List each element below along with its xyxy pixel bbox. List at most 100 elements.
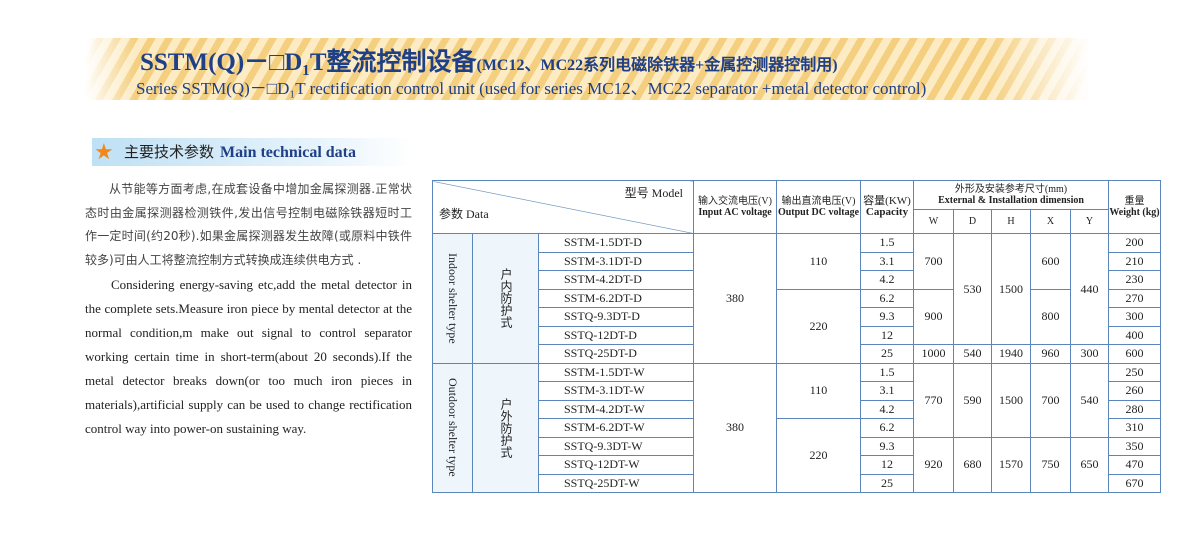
dimension-d: 590: [953, 362, 992, 438]
weight: 310: [1108, 418, 1161, 438]
weight: 210: [1108, 251, 1161, 271]
header-row: 型号 Model 参数 Data 输入交流电压(V) Input AC voltage…: [432, 179, 1161, 234]
output-header: 输出直流电压(V) Output DC voltage: [776, 180, 861, 234]
model: SSTM-6.2DT-D: [538, 288, 694, 308]
corner-cell: 型号 Model 参数 Data: [432, 180, 694, 234]
data-row: Indoor shelter type 户内防护式 SSTM-1.5DT-D 380 1…: [432, 233, 1161, 364]
capacity: 3.1: [860, 381, 914, 401]
dimension-y: 440: [1070, 233, 1109, 345]
dimension-header-en: External & Installation dimension: [938, 195, 1084, 207]
dimension-column: D: [953, 209, 992, 234]
title-main: SSTM(Q)－□D₁T整流控制设备: [140, 49, 477, 76]
output-voltage: 220: [776, 418, 861, 493]
corner-data: 参数 Data: [439, 207, 489, 221]
weight: 400: [1108, 325, 1161, 345]
input-header-cn: 输入交流电压(V): [698, 196, 772, 207]
capacity: 1.5: [860, 362, 914, 382]
dimension-d: 680: [953, 436, 992, 493]
dimension-w: 1000: [913, 344, 954, 364]
dimension-column: Y: [1070, 209, 1109, 234]
capacity: 4.2: [860, 399, 914, 419]
title: SSTM(Q)－□D₁T整流控制设备(MC12、MC22系列电磁除铁器+金属控测…: [140, 42, 838, 78]
intro: 从节能等方面考虑,在成套设备中增加金属探测器.正常状态时由金属探测器检测铁件,发…: [85, 178, 412, 441]
data-row: SSTQ-12DT-D 12 400: [433, 325, 1161, 345]
capacity: 25: [860, 473, 914, 493]
dimension-x: 750: [1030, 436, 1071, 493]
dimension-y: 300: [1070, 344, 1109, 364]
output-voltage: 110: [776, 362, 861, 419]
group-label-en: Outdoor shelter type: [432, 362, 473, 493]
weight: 470: [1108, 455, 1161, 475]
model: SSTQ-9.3DT-D: [538, 307, 694, 327]
data-row: Outdoor shelter type 户外防护式 SSTM-1.5DT-W 380…: [432, 362, 1161, 493]
weight: 350: [1108, 436, 1161, 456]
dimension-x: 700: [1030, 362, 1071, 438]
data-row: SSTM-4.2DT-D 4.2 230: [433, 270, 1161, 290]
model: SSTQ-12DT-W: [538, 455, 694, 475]
model: SSTM-4.2DT-D: [538, 270, 694, 290]
capacity-header-en: Capacity: [865, 206, 909, 218]
input-voltage: 380: [693, 233, 777, 364]
model: SSTQ-25DT-W: [538, 473, 694, 493]
model: SSTM-3.1DT-D: [538, 251, 694, 271]
model: SSTM-1.5DT-D: [538, 233, 694, 253]
dimension-header-cn: 外形及安装参考尺寸(mm): [954, 184, 1068, 196]
data-row: SSTM-4.2DT-W 4.2 280: [433, 399, 1161, 419]
capacity: 6.2: [860, 418, 914, 438]
weight: 250: [1108, 362, 1161, 382]
capacity: 12: [860, 325, 914, 345]
data-row: SSTM-6.2DT-W 220 6.2 310: [433, 418, 1161, 493]
model: SSTM-6.2DT-W: [538, 418, 694, 438]
weight: 270: [1108, 288, 1161, 308]
model: SSTQ-9.3DT-W: [538, 436, 694, 456]
data-row: SSTM-3.1DT-D 3.1 210: [433, 251, 1161, 271]
section-title: 主要技术参数 Main technical data: [124, 138, 356, 167]
dimension-h: 1500: [991, 233, 1031, 345]
weight: 230: [1108, 270, 1161, 290]
section-title-cn: 主要技术参数: [124, 143, 215, 161]
model: SSTM-4.2DT-W: [538, 399, 694, 419]
model: SSTM-1.5DT-W: [538, 362, 694, 382]
weight-header-cn: 重量: [1124, 196, 1145, 207]
input-voltage: 380: [693, 362, 777, 493]
dimension-column: W: [913, 209, 954, 234]
weight-header-en: Weight (kg): [1109, 207, 1160, 218]
dimension-header: 外形及安装参考尺寸(mm) External & Installation dim…: [913, 179, 1109, 211]
dimension-h: 1940: [991, 344, 1031, 364]
dimension-w: 920: [913, 436, 954, 493]
dimension-x: 600: [1030, 233, 1071, 290]
input-header-en: Input AC voltage: [698, 207, 772, 218]
output-header-en: Output DC voltage: [777, 207, 860, 218]
group-label-cn: 户外防护式: [472, 362, 539, 493]
dimension-x: 800: [1030, 288, 1071, 345]
capacity: 1.5: [860, 233, 914, 253]
dimension-d: 540: [953, 344, 992, 364]
weight: 600: [1108, 344, 1161, 364]
intro-en: Considering energy-saving etc,add the me…: [85, 277, 412, 436]
dimension-column: H: [991, 209, 1031, 234]
capacity: 12: [860, 455, 914, 475]
dimension-x: 960: [1030, 344, 1071, 364]
dimension-w: 900: [913, 288, 954, 345]
dimension-h: 1570: [991, 436, 1031, 493]
output-header-cn: 输出直流电压(V): [781, 196, 856, 207]
capacity: 9.3: [860, 307, 914, 327]
title-note: (MC12、MC22系列电磁除铁器+金属控测器控制用): [476, 57, 838, 74]
model: SSTQ-12DT-D: [538, 325, 694, 345]
capacity-header: 容量(KW) Capacity: [860, 180, 914, 234]
model: SSTM-3.1DT-W: [538, 381, 694, 401]
group-label-cn: 户内防护式: [472, 233, 539, 364]
input-header: 输入交流电压(V) Input AC voltage: [693, 180, 777, 234]
subtitle: Series SSTM(Q)－□D₁T rectification contro…: [136, 79, 927, 98]
capacity-header-cn: 容量(KW): [863, 195, 911, 207]
capacity: 4.2: [860, 270, 914, 290]
dimension-d: 530: [953, 233, 992, 345]
capacity: 6.2: [860, 288, 914, 308]
data-row: SSTQ-25DT-W 25 670: [433, 473, 1161, 493]
section-heading: ★ 主要技术参数 Main technical data: [92, 138, 412, 166]
capacity: 3.1: [860, 251, 914, 271]
weight: 200: [1108, 233, 1161, 253]
output-voltage: 220: [776, 288, 861, 364]
intro-cn: 从节能等方面考虑,在成套设备中增加金属探测器.正常状态时由金属探测器检测铁件,发…: [85, 182, 412, 267]
